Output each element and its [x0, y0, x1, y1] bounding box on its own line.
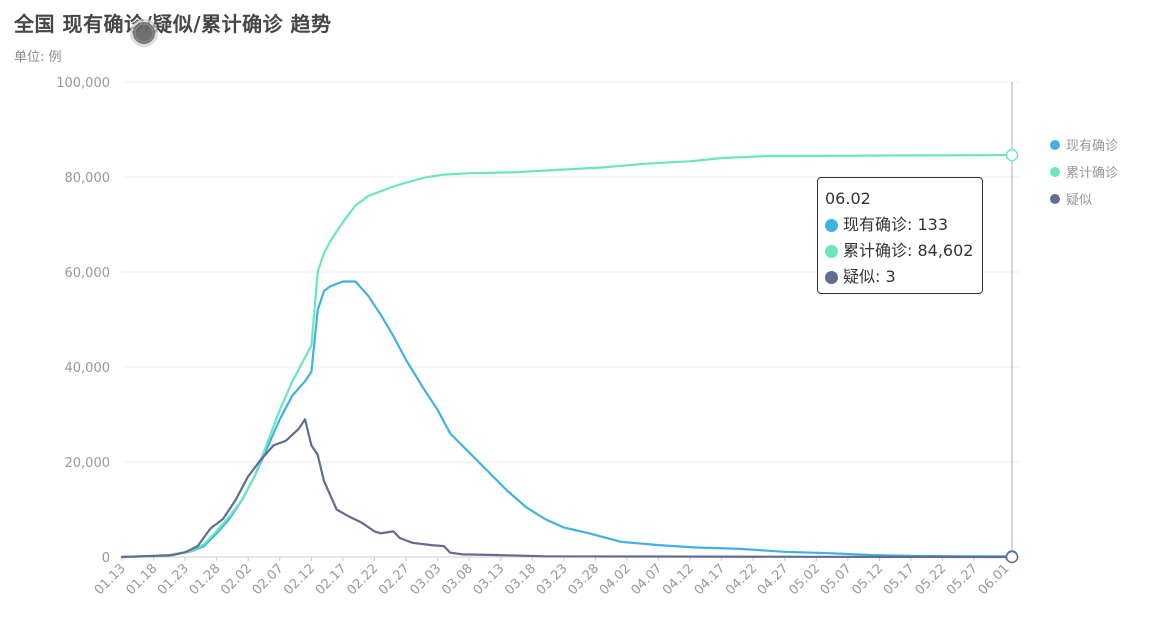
x-tick-label: 04.27	[755, 561, 792, 598]
x-tick-label: 04.12	[660, 561, 697, 598]
grid-lines	[122, 81, 1020, 558]
x-tick-label: 01.23	[155, 561, 192, 598]
tooltip-dot-cumulative	[825, 244, 838, 258]
x-tick-label: 03.03	[408, 561, 445, 598]
loading-spinner-icon	[130, 19, 158, 47]
x-tick-label: 03.23	[534, 561, 571, 598]
series-lines	[120, 154, 1014, 559]
legend-label: 现有确诊	[1066, 139, 1118, 154]
tooltip-date: 06.02	[825, 189, 871, 208]
legend-label: 疑似	[1066, 192, 1092, 208]
y-tick-label: 100,000	[56, 76, 110, 91]
tooltip-row-suspected: 疑似: 3	[825, 264, 982, 290]
series-line	[120, 154, 1014, 559]
x-tick-label: 04.17	[692, 561, 729, 598]
x-tick-label: 02.02	[218, 561, 255, 598]
x-tick-label: 02.07	[250, 561, 287, 598]
x-tick-label: 05.07	[818, 561, 855, 598]
x-tick-label: 01.18	[123, 561, 160, 598]
y-tick-label: 0	[102, 551, 110, 566]
hover-pointer	[1005, 82, 1019, 564]
x-tick-label: 05.22	[912, 561, 949, 598]
x-tick-label: 05.02	[786, 561, 823, 598]
tooltip-cumulative-value: 累计确诊: 84,602	[843, 241, 974, 260]
x-tick-label: 04.07	[628, 561, 665, 598]
x-axis: 01.1301.1801.2301.2802.0202.0702.1202.17…	[92, 557, 1013, 598]
x-tick-label: 03.08	[439, 561, 476, 598]
tooltip-row-current: 现有确诊: 133	[825, 212, 982, 238]
y-tick-label: 20,000	[65, 456, 111, 471]
x-tick-label: 01.13	[92, 561, 129, 598]
series-end-marker	[1005, 148, 1019, 162]
x-tick-label: 03.28	[565, 561, 602, 598]
y-axis: 0 20,000 40,000 60,000 80,000 100,000	[56, 76, 110, 566]
series-line	[120, 418, 1014, 559]
x-tick-label: 02.12	[281, 561, 318, 598]
legend-marker	[1050, 194, 1060, 204]
legend-label: 累计确诊	[1066, 166, 1118, 181]
x-tick-label: 03.18	[502, 561, 539, 598]
tooltip-current-value: 现有确诊: 133	[843, 215, 949, 234]
tooltip-suspected-value: 疑似: 3	[843, 267, 896, 286]
x-tick-label: 04.22	[723, 561, 760, 598]
series-line	[120, 280, 1014, 559]
chart-subtitle: 单位: 例	[14, 50, 62, 65]
legend-marker	[1050, 167, 1060, 177]
x-tick-label: 03.13	[471, 561, 508, 598]
series-end-marker	[1005, 550, 1019, 564]
x-tick-label: 05.27	[944, 561, 981, 598]
x-tick-label: 02.17	[313, 561, 350, 598]
x-tick-label: 02.27	[376, 561, 413, 598]
x-tick-label: 06.01	[976, 561, 1013, 598]
legend-marker	[1050, 140, 1060, 150]
chart-title: 全国 现有确诊/疑似/累计确诊 趋势	[14, 12, 332, 36]
x-tick-label: 02.22	[344, 561, 381, 598]
tooltip-row-cumulative: 累计确诊: 84,602	[825, 238, 982, 264]
x-tick-label: 05.12	[849, 561, 886, 598]
y-tick-label: 80,000	[65, 171, 111, 186]
y-tick-label: 40,000	[65, 361, 111, 376]
x-tick-label: 04.02	[597, 561, 634, 598]
x-tick-label: 05.17	[881, 561, 918, 598]
x-tick-label: 01.28	[187, 561, 224, 598]
tooltip-dot-suspected	[825, 270, 838, 284]
tooltip-dot-current	[825, 218, 838, 232]
tooltip: 06.02 现有确诊: 133 累计确诊: 84,602 疑似: 3	[817, 177, 983, 294]
y-tick-label: 60,000	[65, 266, 111, 281]
